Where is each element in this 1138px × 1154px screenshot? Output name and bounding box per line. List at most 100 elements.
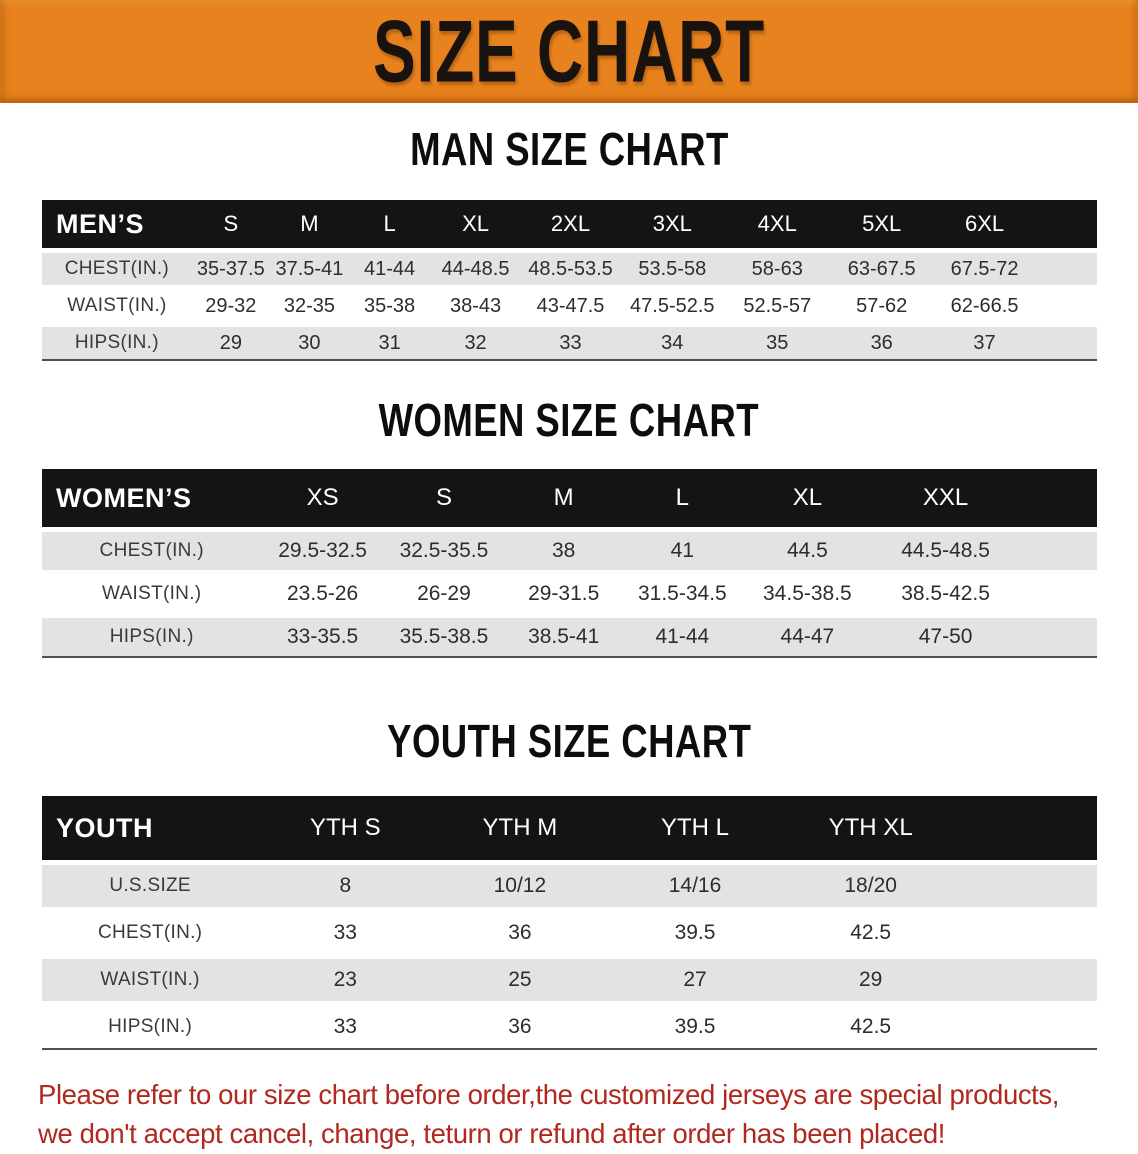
- womens-column-header-m: M: [504, 469, 624, 528]
- spacer-cell: [958, 796, 1097, 861]
- size-value-cell: 44-47: [741, 618, 874, 659]
- size-value-cell: 41-44: [623, 618, 742, 659]
- size-value-cell: 33-35.5: [261, 618, 384, 659]
- size-value-cell: 58-63: [724, 253, 830, 286]
- size-value-cell: 52.5-57: [743, 294, 812, 317]
- size-value-cell: 27: [607, 959, 783, 1002]
- size-value-cell: 44-48.5: [430, 253, 521, 286]
- row-label: HIPS(IN.): [42, 1006, 259, 1051]
- row-label: U.S.SIZE: [42, 865, 259, 908]
- row-label: WAIST(IN.): [102, 583, 202, 605]
- size-value-cell: 38.5-42.5: [901, 582, 990, 606]
- youth-corner-label: YOUTH: [42, 796, 259, 861]
- mens-column-header-6xl: 6XL: [933, 200, 1036, 249]
- mens-hips-row: HIPS(IN.) 29 30 31 32 33 34 35 36 37: [42, 327, 1097, 362]
- size-value-cell: 10/12: [432, 865, 608, 908]
- row-label: WAIST(IN.): [42, 959, 259, 1002]
- size-value-cell: 34: [620, 327, 725, 362]
- row-label: HIPS(IN.): [42, 327, 192, 362]
- womens-waist-row: WAIST(IN.) 23.5-26 26-29 29-31.5 31.5-34…: [42, 575, 1097, 613]
- size-value-cell: 44.5: [741, 532, 874, 571]
- size-value-cell: 23: [258, 959, 433, 1002]
- size-value-cell: 33: [258, 1006, 433, 1051]
- mens-header-row: MEN’S S M L XL 2XL 3XL 4XL 5XL 6XL: [42, 200, 1097, 249]
- size-value-cell: 8: [258, 865, 433, 908]
- spacer-cell: [1035, 200, 1097, 249]
- mens-chest-row: CHEST(IN.) 35-37.5 37.5-41 41-44 44-48.5…: [42, 253, 1097, 286]
- size-value-cell: 29: [782, 959, 959, 1002]
- youth-section-heading-text: YOUTH SIZE CHART: [386, 716, 752, 769]
- size-value-cell: 47.5-52.5: [630, 294, 715, 317]
- mens-corner-label: MEN’S: [42, 200, 192, 249]
- size-value-cell: 29: [191, 327, 270, 362]
- womens-hips-row: HIPS(IN.) 33-35.5 35.5-38.5 38.5-41 41-4…: [42, 618, 1097, 659]
- size-value-cell: 35-37.5: [191, 253, 270, 286]
- size-value-cell: 29-32: [205, 294, 257, 317]
- size-value-cell: 47-50: [873, 618, 1018, 659]
- row-label: CHEST(IN.): [42, 253, 192, 286]
- size-value-cell: 33: [520, 327, 621, 362]
- spacer-cell: [958, 959, 1097, 1002]
- spacer-cell: [1017, 532, 1097, 571]
- size-value-cell: 25: [432, 959, 608, 1002]
- mens-column-header-l: L: [348, 200, 431, 249]
- size-value-cell: 37: [933, 327, 1036, 362]
- mens-column-header-4xl: 4XL: [724, 200, 830, 249]
- spacer-cell: [1036, 290, 1097, 322]
- size-chart-banner: SIZE CHART: [0, 0, 1138, 103]
- size-value-cell: 37.5-41: [269, 253, 349, 286]
- size-value-cell: 38.5-41: [504, 618, 624, 659]
- youth-header-row: YOUTH YTH S YTH M YTH L YTH XL: [42, 796, 1097, 861]
- mens-column-header-5xl: 5XL: [830, 200, 934, 249]
- row-label: HIPS(IN.): [42, 618, 262, 659]
- size-value-cell: 48.5-53.5: [520, 253, 621, 286]
- size-value-cell: 36: [432, 1006, 608, 1051]
- spacer-cell: [1017, 469, 1097, 528]
- size-value-cell: 32-35: [283, 294, 335, 317]
- man-section-heading-text: MAN SIZE CHART: [409, 124, 729, 176]
- youth-size-table: YOUTH YTH S YTH M YTH L YTH XL U.S.SIZE …: [42, 791, 1097, 1055]
- mens-column-header-m: M: [269, 200, 349, 249]
- size-value-cell: 23.5-26: [287, 582, 359, 606]
- row-label: CHEST(IN.): [97, 922, 203, 944]
- womens-column-header-xxl: XXL: [873, 469, 1018, 528]
- womens-size-table: WOMEN’S XS S M L XL XXL CHEST(IN.) 29.5-…: [42, 464, 1097, 663]
- spacer-cell: [1017, 618, 1097, 659]
- womens-column-header-xs: XS: [261, 469, 384, 528]
- mens-column-header-3xl: 3XL: [620, 200, 725, 249]
- size-value-cell: 39.5: [674, 921, 716, 945]
- size-value-cell: 33: [333, 921, 357, 945]
- womens-column-header-s: S: [383, 469, 505, 528]
- size-value-cell: 29.5-32.5: [261, 532, 384, 571]
- size-value-cell: 67.5-72: [933, 253, 1036, 286]
- spacer-cell: [1035, 327, 1097, 362]
- row-label: CHEST(IN.): [42, 532, 262, 571]
- womens-header-row: WOMEN’S XS S M L XL XXL: [42, 469, 1097, 528]
- youth-hips-row: HIPS(IN.) 33 36 39.5 42.5: [42, 1006, 1097, 1051]
- size-value-cell: 42.5: [850, 921, 892, 945]
- women-section-heading-text: WOMEN SIZE CHART: [378, 395, 760, 448]
- size-value-cell: 44.5-48.5: [873, 532, 1018, 571]
- size-value-cell: 35-38: [364, 294, 416, 317]
- size-value-cell: 31.5-34.5: [637, 582, 727, 606]
- size-value-cell: 35.5-38.5: [383, 618, 505, 659]
- womens-chest-row: CHEST(IN.) 29.5-32.5 32.5-35.5 38 41 44.…: [42, 532, 1097, 571]
- footnote: Please refer to our size chart before or…: [38, 1075, 1138, 1153]
- womens-column-header-l: L: [623, 469, 742, 528]
- youth-column-header-s: YTH S: [258, 796, 433, 861]
- women-section-heading: WOMEN SIZE CHART: [0, 395, 1138, 448]
- mens-column-header-s: S: [191, 200, 270, 249]
- size-value-cell: 38-43: [449, 294, 502, 317]
- size-value-cell: 41-44: [348, 253, 431, 286]
- spacer-cell: [1018, 575, 1097, 613]
- size-value-cell: 38: [504, 532, 624, 571]
- womens-column-header-xl: XL: [741, 469, 874, 528]
- footnote-line2: we don't accept cancel, change, teturn o…: [38, 1118, 945, 1150]
- banner-title: SIZE CHART: [373, 1, 765, 100]
- size-value-cell: 42.5: [782, 1006, 959, 1051]
- size-value-cell: 36: [830, 327, 934, 362]
- size-value-cell: 36: [508, 921, 532, 945]
- youth-chest-row: CHEST(IN.) 33 36 39.5 42.5: [42, 912, 1097, 954]
- size-value-cell: 34.5-38.5: [763, 582, 852, 606]
- size-value-cell: 62-66.5: [950, 294, 1019, 317]
